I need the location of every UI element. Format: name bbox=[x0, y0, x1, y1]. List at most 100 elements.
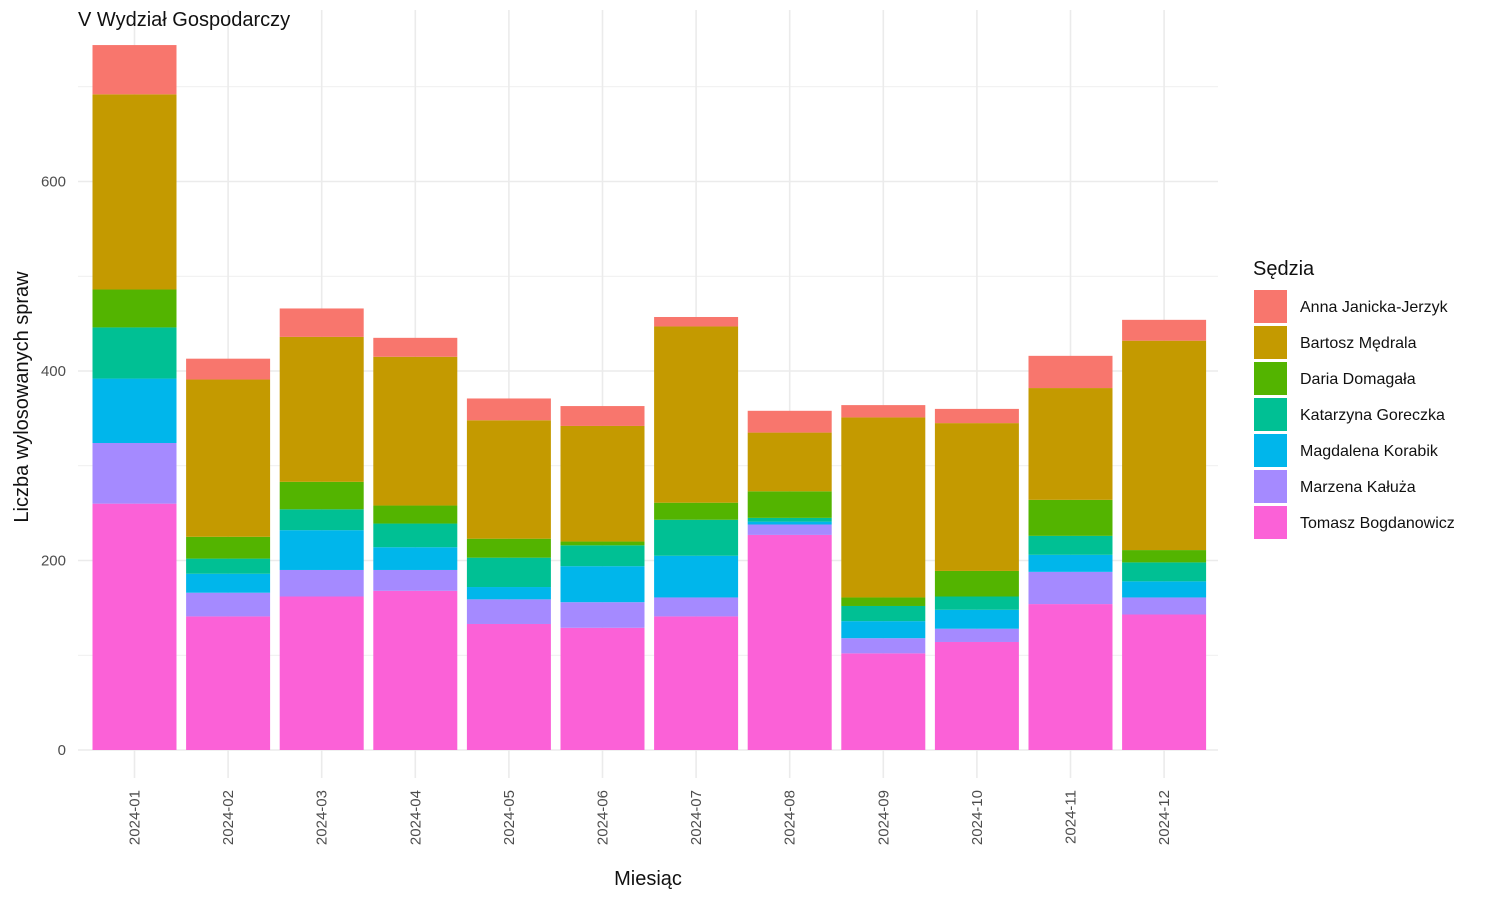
legend-swatch bbox=[1254, 398, 1287, 431]
bar-segment bbox=[92, 45, 177, 95]
bar-segment bbox=[92, 327, 177, 379]
bar-segment bbox=[934, 596, 1019, 610]
x-tick-label: 2024-02 bbox=[220, 790, 237, 845]
bar-segment bbox=[279, 308, 364, 337]
bar-segment bbox=[466, 587, 551, 600]
bar-segment bbox=[654, 316, 739, 327]
legend-label: Daria Domagała bbox=[1300, 371, 1416, 388]
bar-segment bbox=[1028, 571, 1113, 605]
x-tick-label: 2024-03 bbox=[314, 790, 331, 845]
bar-segment bbox=[934, 609, 1019, 629]
legend-swatch bbox=[1254, 470, 1287, 503]
bar-segment bbox=[841, 621, 926, 639]
x-tick-label: 2024-07 bbox=[688, 790, 705, 845]
legend-label: Anna Janicka-Jerzyk bbox=[1300, 299, 1449, 316]
bar-segment bbox=[1122, 581, 1207, 598]
legend-label: Bartosz Mędrala bbox=[1300, 335, 1417, 352]
bar-segment bbox=[279, 509, 364, 531]
bar-segment bbox=[466, 398, 551, 421]
legend-label: Tomasz Bogdanowicz bbox=[1300, 515, 1455, 532]
bar-segment bbox=[747, 517, 832, 522]
bar-segment bbox=[1122, 550, 1207, 563]
bar-segment bbox=[934, 408, 1019, 424]
bar-segment bbox=[373, 547, 458, 570]
bar-segment bbox=[466, 538, 551, 558]
bar-segment bbox=[747, 521, 832, 525]
legend-title: Sędzia bbox=[1253, 258, 1315, 280]
bar-segment bbox=[373, 356, 458, 506]
bar-segment bbox=[373, 523, 458, 548]
bar-segment bbox=[654, 597, 739, 617]
x-tick-label: 2024-06 bbox=[595, 790, 612, 845]
bar-segment bbox=[654, 555, 739, 598]
bar-segment bbox=[1028, 604, 1113, 750]
bar-segment bbox=[279, 530, 364, 570]
y-tick-label: 600 bbox=[41, 174, 66, 191]
chart-title: V Wydział Gospodarczy bbox=[78, 9, 290, 31]
legend-label: Marzena Kałuża bbox=[1300, 479, 1416, 496]
x-tick-label: 2024-09 bbox=[875, 790, 892, 845]
y-tick-label: 0 bbox=[58, 742, 66, 759]
x-tick-label: 2024-08 bbox=[782, 790, 799, 845]
bar-segment bbox=[373, 505, 458, 524]
bar-segment bbox=[1028, 388, 1113, 500]
bar-segment bbox=[560, 545, 645, 567]
y-tick-label: 200 bbox=[41, 553, 66, 570]
bar-segment bbox=[841, 605, 926, 622]
bar-segment bbox=[841, 597, 926, 606]
bar-segment bbox=[186, 592, 271, 617]
bar-segment bbox=[186, 379, 271, 537]
bars bbox=[92, 45, 1207, 750]
bar-segment bbox=[1028, 499, 1113, 536]
legend-swatch bbox=[1254, 362, 1287, 395]
bar-segment bbox=[186, 558, 271, 574]
bar-segment bbox=[841, 417, 926, 598]
x-axis-title: Miesiąc bbox=[614, 868, 682, 890]
x-tick-label: 2024-11 bbox=[1063, 790, 1080, 844]
bar-segment bbox=[92, 94, 177, 290]
legend-label: Katarzyna Goreczka bbox=[1300, 407, 1445, 424]
bar-segment bbox=[92, 289, 177, 328]
bar-segment bbox=[560, 627, 645, 750]
bar-segment bbox=[279, 336, 364, 482]
legend-swatch bbox=[1254, 326, 1287, 359]
bar-segment bbox=[466, 420, 551, 539]
x-tick-label: 2024-10 bbox=[969, 790, 986, 845]
legend-swatch bbox=[1254, 506, 1287, 539]
bar-segment bbox=[92, 503, 177, 750]
bar-segment bbox=[654, 519, 739, 556]
bar-segment bbox=[373, 569, 458, 591]
bar-segment bbox=[373, 590, 458, 750]
bar-segment bbox=[92, 378, 177, 444]
bar-segment bbox=[560, 406, 645, 426]
y-axis-title: Liczba wylosowanych spraw bbox=[11, 271, 33, 523]
bar-segment bbox=[466, 599, 551, 624]
legend: Sędzia Anna Janicka-Jerzyk Bartosz Mędral… bbox=[1253, 258, 1455, 539]
bar-segment bbox=[934, 570, 1019, 597]
bar-segment bbox=[92, 443, 177, 504]
bar-segment bbox=[186, 536, 271, 559]
bar-segment bbox=[279, 596, 364, 750]
bar-segment bbox=[747, 410, 832, 433]
bar-segment bbox=[1122, 597, 1207, 615]
bar-segment bbox=[934, 423, 1019, 571]
bar-segment bbox=[1122, 340, 1207, 551]
bar-segment bbox=[747, 534, 832, 750]
bar-segment bbox=[560, 566, 645, 603]
bar-segment bbox=[841, 638, 926, 654]
x-axis-ticks: 2024-01 2024-02 2024-03 2024-04 2024-05 2024-… bbox=[127, 790, 1174, 845]
bar-segment bbox=[747, 432, 832, 492]
bar-segment bbox=[654, 326, 739, 503]
y-tick-label: 400 bbox=[41, 363, 66, 380]
bar-segment bbox=[373, 337, 458, 357]
bar-segment bbox=[466, 623, 551, 750]
bar-segment bbox=[1122, 319, 1207, 341]
bar-segment bbox=[841, 653, 926, 750]
bar-segment bbox=[279, 481, 364, 510]
bar-segment bbox=[747, 524, 832, 535]
legend-label: Magdalena Korabik bbox=[1300, 443, 1439, 460]
bar-segment bbox=[934, 641, 1019, 750]
bar-segment bbox=[1122, 614, 1207, 750]
bar-segment bbox=[1122, 562, 1207, 582]
